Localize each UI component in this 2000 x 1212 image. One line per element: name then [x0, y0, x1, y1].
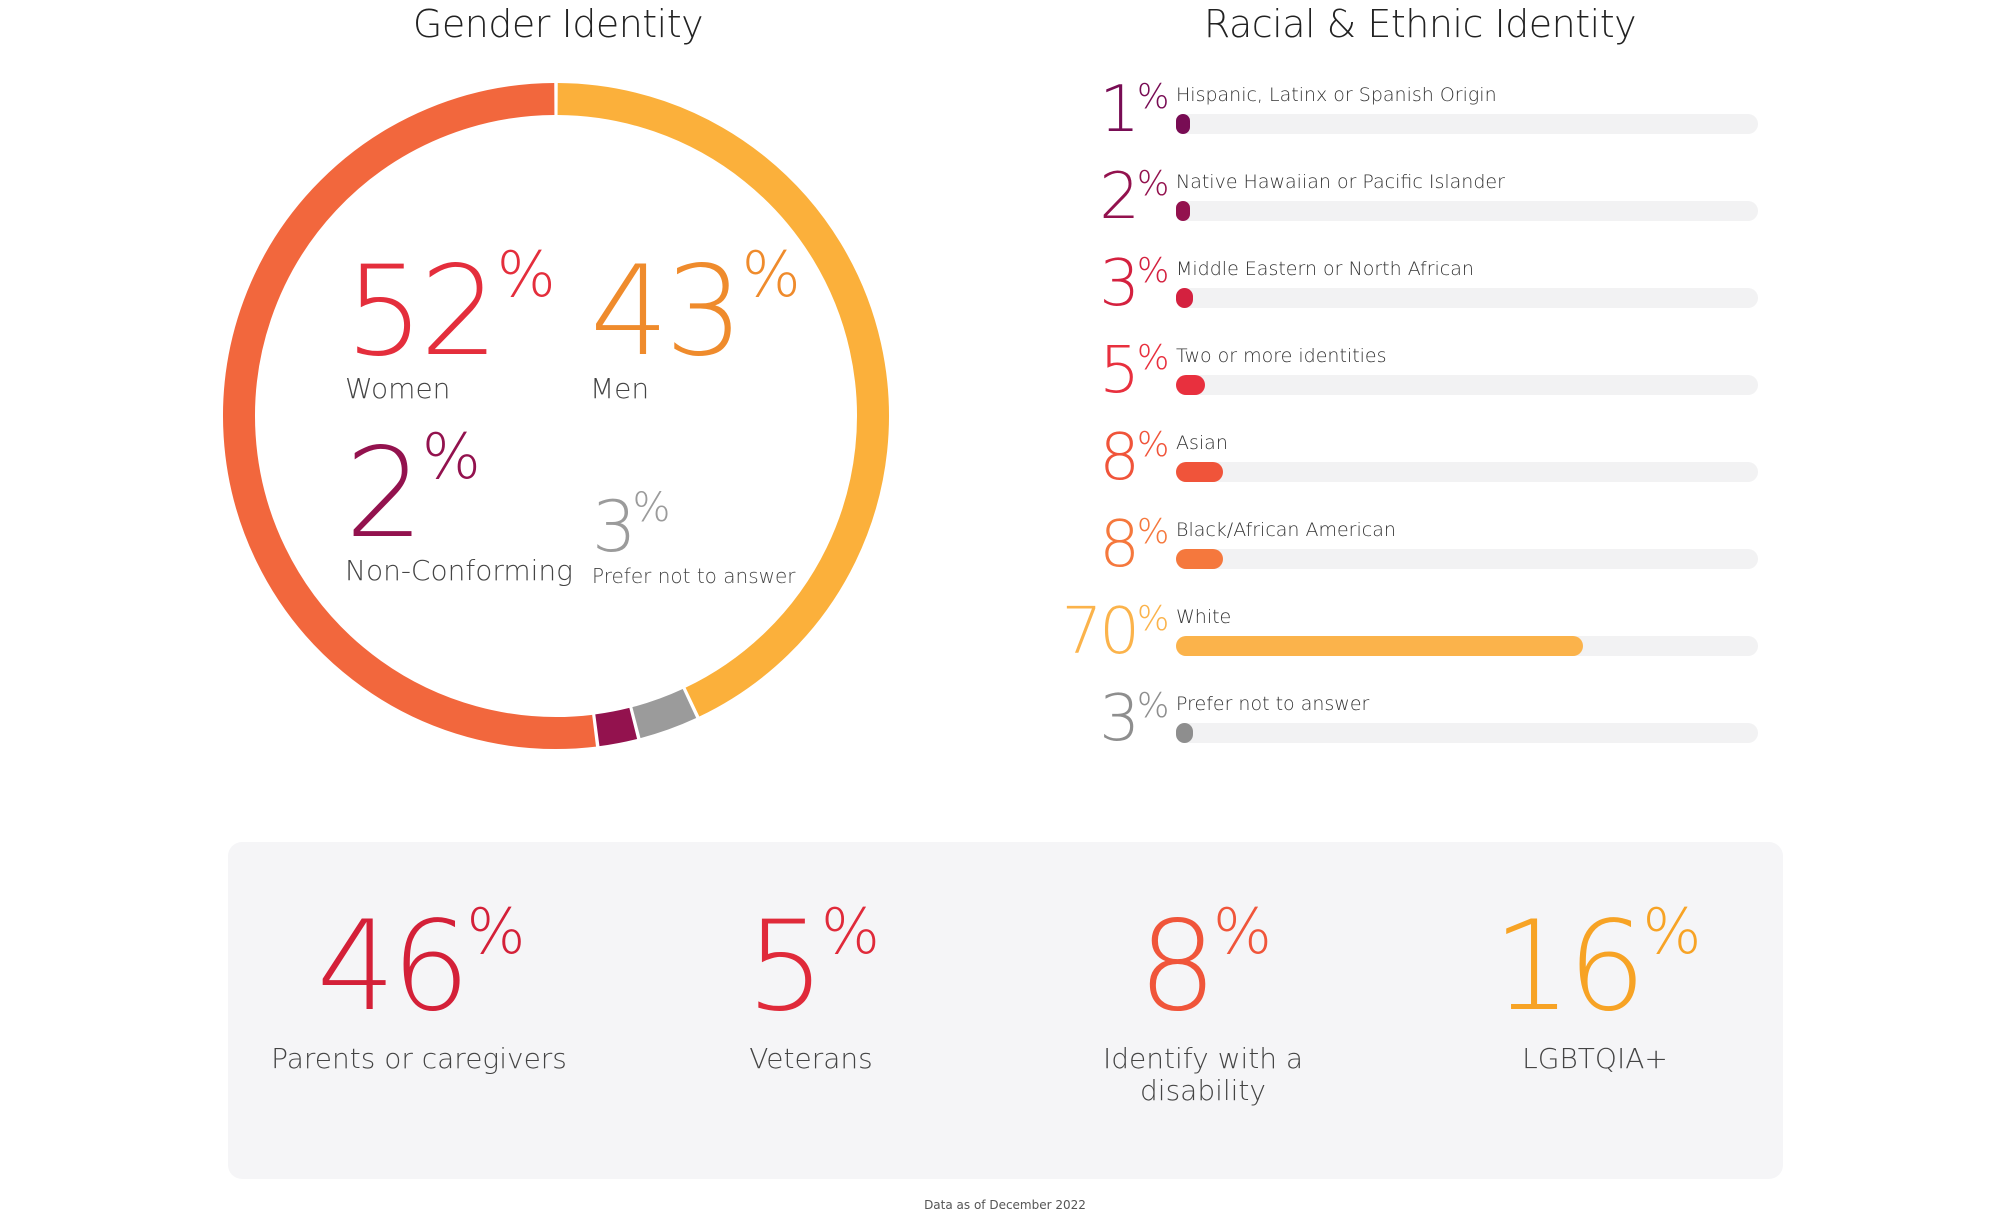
race-value: 3: [1099, 247, 1140, 321]
gender-prefer-not-label: Prefer not to answer: [592, 564, 796, 588]
disability-stat: 8% Identify with a disability: [1008, 901, 1398, 1108]
race-bar: [1176, 462, 1223, 482]
women-stat: 52% Women: [345, 244, 556, 406]
race-label: Middle Eastern or North African: [1176, 258, 1474, 280]
men-value: 43: [590, 240, 744, 384]
women-segment: [223, 83, 596, 749]
race-row: 70% White: [1060, 595, 1760, 672]
nonconforming-label: Non-Conforming: [345, 554, 573, 587]
race-bar: [1176, 201, 1190, 221]
race-percent-sign: %: [1137, 77, 1170, 117]
lgbtqia-percent-sign: %: [1642, 895, 1701, 968]
race-bar-track: [1176, 462, 1758, 482]
race-row: 8% Asian: [1060, 421, 1760, 498]
race-label: Asian: [1176, 432, 1228, 454]
women-value: 52: [345, 240, 499, 384]
race-row: 1% Hispanic, Latinx or Spanish Origin: [1060, 73, 1760, 150]
race-percent-sign: %: [1137, 164, 1170, 204]
lgbtqia-stat: 16% LGBTQIA+: [1400, 901, 1790, 1075]
veterans-value: 5: [746, 895, 825, 1039]
race-row: 2% Native Hawaiian or Pacific Islander: [1060, 160, 1760, 237]
race-label: White: [1176, 606, 1232, 628]
racial-ethnic-identity-title: Racial & Ethnic Identity: [1203, 2, 1637, 46]
race-bar-track: [1176, 288, 1758, 308]
nonconforming-segment: [595, 707, 638, 747]
veterans-label: Veterans: [749, 1042, 873, 1075]
gender-identity-title: Gender Identity: [412, 2, 704, 46]
race-bar-track: [1176, 201, 1758, 221]
data-date-footnote: Data as of December 2022: [924, 1198, 1086, 1212]
veterans-stat: 5% Veterans: [616, 901, 1006, 1075]
parents-stat: 46% Parents or caregivers: [224, 901, 614, 1075]
parents-value: 46: [316, 895, 471, 1039]
race-bar: [1176, 549, 1223, 569]
race-percent-sign: %: [1137, 512, 1170, 552]
parents-label: Parents or caregivers: [271, 1042, 567, 1075]
race-bar-track: [1176, 114, 1758, 134]
disability-label: Identify with a disability: [1102, 1042, 1304, 1108]
lgbtqia-label: LGBTQIA+: [1522, 1042, 1668, 1075]
race-label: Black/African American: [1176, 519, 1396, 541]
race-row: 8% Black/African American: [1060, 508, 1760, 585]
parents-percent-sign: %: [466, 895, 525, 968]
nonconforming-stat: 2% Non-Conforming: [345, 426, 573, 588]
race-bar: [1176, 288, 1194, 308]
gender-donut-chart: [223, 83, 889, 749]
race-bar-track: [1176, 723, 1758, 743]
nonconforming-value: 2: [345, 422, 424, 566]
race-bar: [1176, 636, 1584, 656]
nonconforming-percent-sign: %: [421, 420, 481, 493]
race-row: 3% Prefer not to answer: [1060, 682, 1760, 759]
gender-prefer-not-percent-sign: %: [632, 485, 671, 531]
men-percent-sign: %: [741, 238, 801, 311]
race-label: Hispanic, Latinx or Spanish Origin: [1176, 84, 1497, 106]
race-value: 2: [1099, 160, 1140, 234]
men-label: Men: [590, 372, 650, 405]
disability-percent-sign: %: [1212, 895, 1272, 968]
gender-prefer-not-value: 3: [592, 486, 637, 568]
additional-stats-panel: [228, 842, 1783, 1179]
prefer-not-segment: [632, 688, 697, 739]
race-bar-track: [1176, 549, 1758, 569]
race-value: 8: [1099, 421, 1140, 495]
race-value: 1: [1099, 73, 1140, 147]
race-bar: [1176, 723, 1194, 743]
race-label: Two or more identities: [1176, 345, 1387, 367]
race-bar-track: [1176, 636, 1758, 656]
race-label: Prefer not to answer: [1176, 693, 1370, 715]
race-percent-sign: %: [1137, 251, 1170, 291]
race-value: 3: [1099, 682, 1140, 756]
gender-prefer-not-stat: 3% Prefer not to answer: [592, 488, 796, 588]
race-value: 5: [1099, 334, 1140, 408]
race-value: 8: [1099, 508, 1140, 582]
men-segment: [557, 83, 889, 717]
race-percent-sign: %: [1137, 425, 1170, 465]
men-stat: 43% Men: [590, 244, 801, 406]
veterans-percent-sign: %: [820, 895, 880, 968]
disability-value: 8: [1138, 895, 1217, 1039]
race-row: 5% Two or more identities: [1060, 334, 1760, 411]
race-percent-sign: %: [1137, 599, 1170, 639]
race-bar-track: [1176, 375, 1758, 395]
lgbtqia-value: 16: [1492, 895, 1647, 1039]
race-value: 70: [1061, 595, 1140, 669]
women-label: Women: [345, 372, 451, 405]
race-row: 3% Middle Eastern or North African: [1060, 247, 1760, 324]
race-percent-sign: %: [1137, 338, 1170, 378]
race-bar: [1176, 114, 1190, 134]
women-percent-sign: %: [496, 238, 556, 311]
race-label: Native Hawaiian or Pacific Islander: [1176, 171, 1505, 193]
race-bar: [1176, 375, 1206, 395]
race-percent-sign: %: [1137, 686, 1170, 726]
